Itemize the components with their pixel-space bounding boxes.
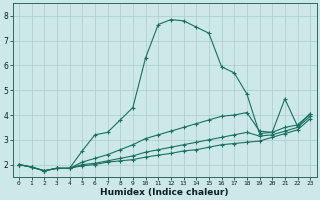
X-axis label: Humidex (Indice chaleur): Humidex (Indice chaleur)	[100, 188, 229, 197]
